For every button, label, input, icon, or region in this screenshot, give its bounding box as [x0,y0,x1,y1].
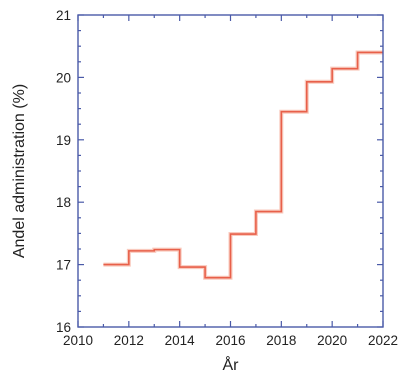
x-tick-label: 2018 [266,333,296,348]
y-tick-label: 18 [56,195,71,210]
x-tick-label: 2010 [63,333,93,348]
series-line [103,51,383,279]
y-tick-label: 17 [56,258,71,273]
plot-frame [77,14,384,328]
series-line-glow [103,50,383,280]
y-axis-title: Andel administration (%) [11,84,28,258]
y-tick-label: 21 [56,8,71,23]
series-layer [103,50,384,280]
x-tick-label: 2022 [368,333,398,348]
x-axis-title: År [223,355,240,374]
x-tick-label: 2016 [215,333,245,348]
y-tick-label: 16 [56,320,71,335]
x-tick-label: 2014 [165,333,196,348]
tick-labels: 2010 2012 2014 2016 2018 2020 2022 16 17 18 19 20 21 [56,8,398,348]
y-tick-label: 19 [56,133,71,148]
ticks-layer [77,14,384,328]
x-tick-label: 2020 [317,333,347,348]
y-tick-label: 20 [56,70,71,85]
x-tick-label: 2012 [114,333,144,348]
